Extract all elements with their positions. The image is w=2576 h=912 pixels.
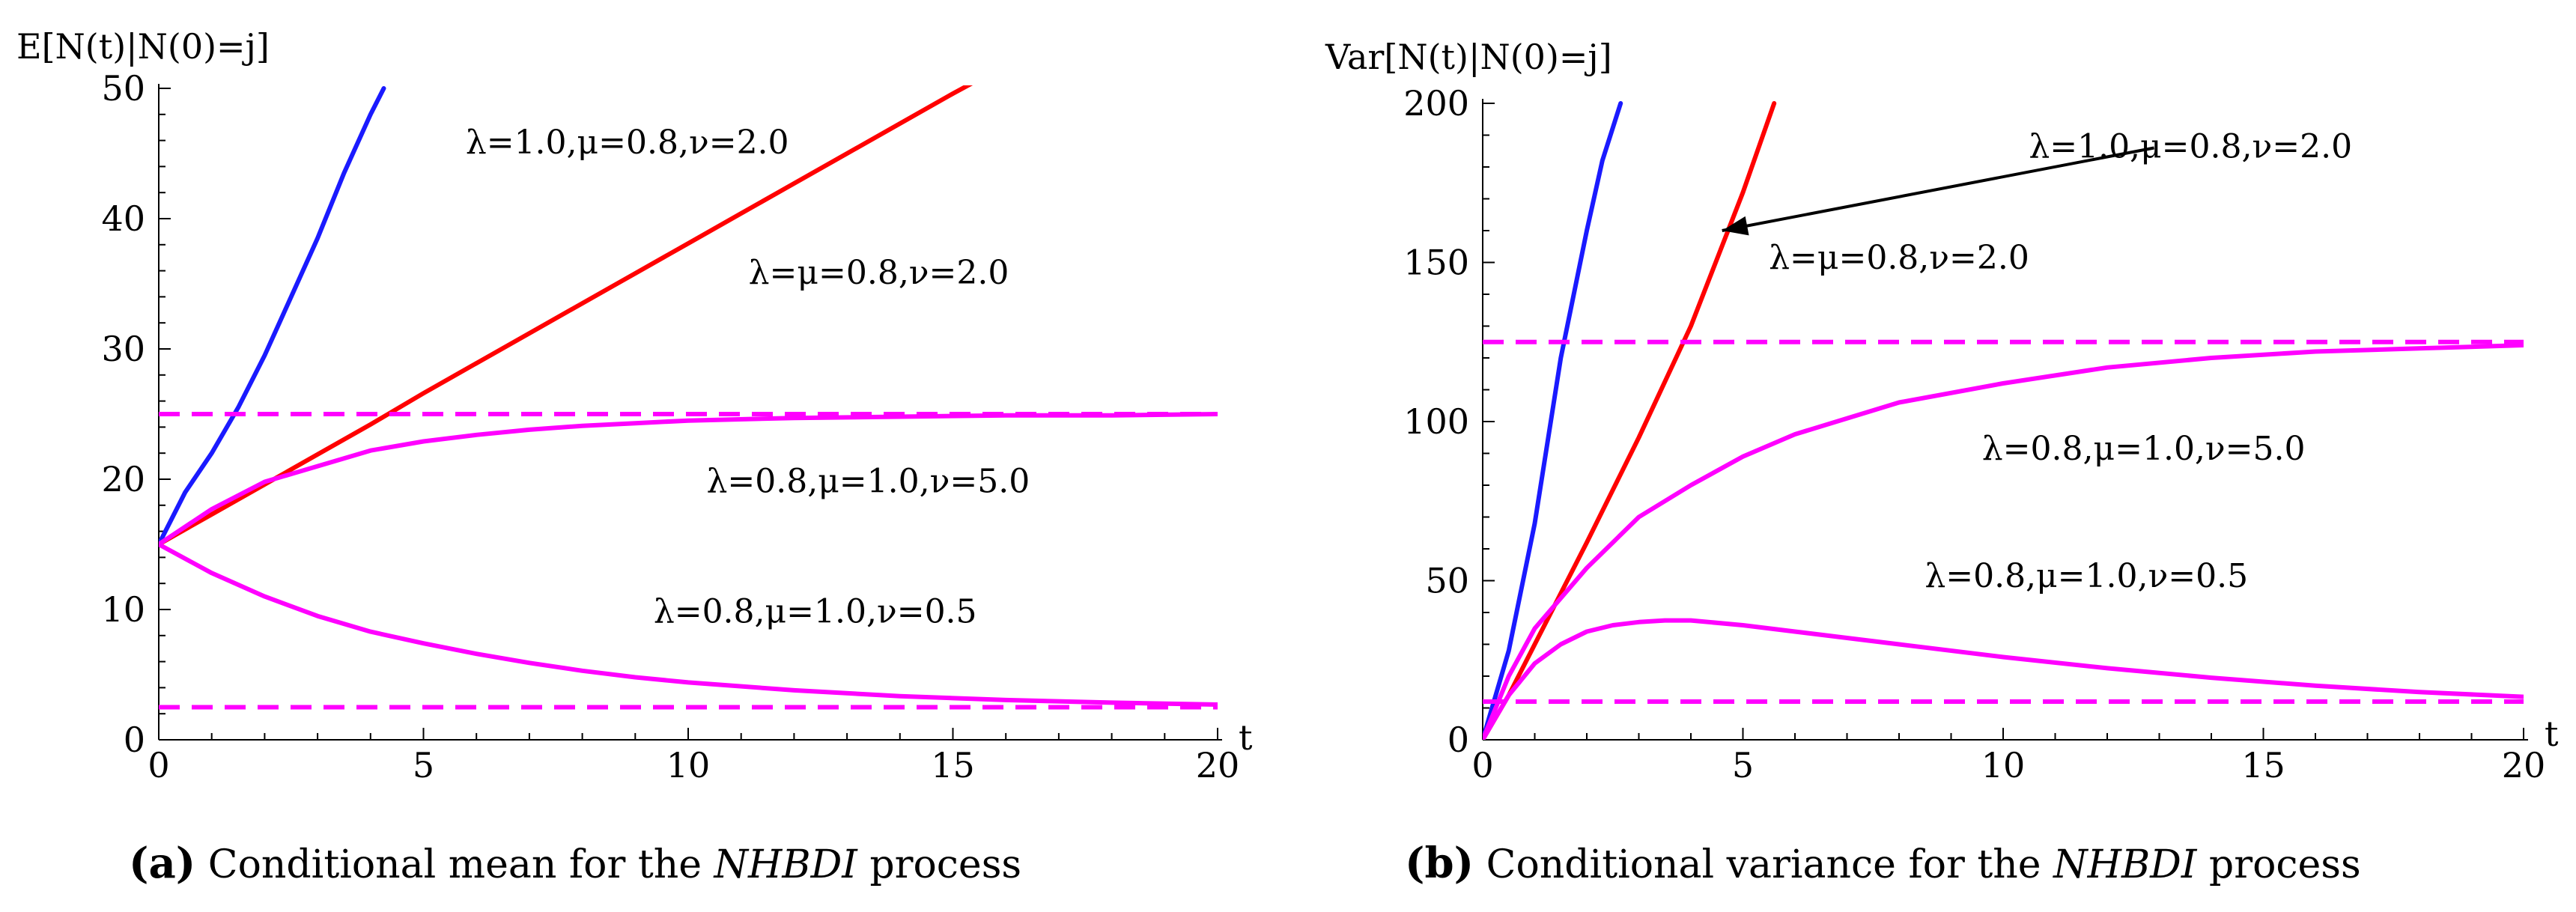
- y-tick-label: 0: [1448, 720, 1469, 760]
- x-tick-label: 15: [931, 745, 975, 785]
- y-axis-label: Var[N(t)|N(0)=j]: [1325, 37, 1612, 77]
- x-tick-label: 0: [1471, 745, 1493, 785]
- series-annotation: λ=0.8,μ=1.0,ν=0.5: [1925, 557, 2248, 595]
- x-tick-label: 10: [666, 745, 711, 785]
- series-line: [1483, 101, 1623, 740]
- series-line: [159, 86, 386, 547]
- x-tick-label: 15: [2241, 745, 2285, 785]
- series-line: [159, 412, 1218, 547]
- series-line: [159, 85, 973, 547]
- panel-caption: (a) Conditional mean for the NHBDI proce…: [129, 839, 1021, 888]
- x-tick-label: 20: [2502, 745, 2546, 785]
- y-tick-label: 20: [101, 459, 145, 499]
- y-tick-label: 200: [1403, 83, 1469, 124]
- series-annotation: λ=0.8,μ=1.0,ν=5.0: [707, 462, 1030, 500]
- panel-a-conditional-mean: 0 5 10 15 20 0 10 20 30 40 50E[N(t)|N(0)=j] t λ=1.0,…: [16, 26, 1253, 888]
- annotation-arrow: [1722, 146, 2154, 232]
- x-tick-label: 0: [148, 745, 169, 785]
- x-tick-label: 5: [413, 745, 434, 785]
- series-line: [159, 542, 1218, 707]
- x-axis-label: t: [1239, 717, 1253, 758]
- panel-caption: (b) Conditional variance for the NHBDI p…: [1405, 839, 2361, 888]
- series-annotation: λ=1.0,μ=0.8,ν=2.0: [2029, 127, 2352, 165]
- panel-b-conditional-variance: 0 5 10 15 20050100150200Var[N(t)|N(0)=j]tλ=1…: [1325, 37, 2559, 888]
- series-line: [1483, 618, 2524, 740]
- series-annotation: λ=1.0,μ=0.8,ν=2.0: [466, 124, 789, 162]
- series-line: [1483, 343, 2524, 740]
- x-axis-label: t: [2545, 714, 2559, 754]
- x-tick-label: 5: [1732, 745, 1754, 785]
- y-tick-label: 0: [124, 720, 145, 760]
- y-tick-label: 50: [101, 68, 145, 109]
- x-tick-label: 10: [1981, 745, 2026, 785]
- x-tick-label: 20: [1196, 745, 1240, 785]
- y-tick-label: 50: [1425, 561, 1469, 601]
- y-tick-label: 30: [101, 329, 145, 369]
- series-annotation: λ=0.8,μ=1.0,ν=0.5: [654, 592, 977, 630]
- series-annotation: λ=μ=0.8,ν=2.0: [1769, 239, 2029, 277]
- arrow-head: [1722, 216, 1749, 236]
- y-axis-label: E[N(t)|N(0)=j]: [16, 26, 270, 67]
- y-tick-label: 10: [101, 589, 145, 630]
- y-tick-label: 40: [101, 198, 145, 239]
- series-annotation: λ=0.8,μ=1.0,ν=5.0: [1982, 430, 2306, 468]
- y-tick-label: 100: [1403, 401, 1469, 442]
- y-tick-label: 150: [1403, 243, 1469, 283]
- series-annotation: λ=μ=0.8,ν=2.0: [749, 254, 1009, 292]
